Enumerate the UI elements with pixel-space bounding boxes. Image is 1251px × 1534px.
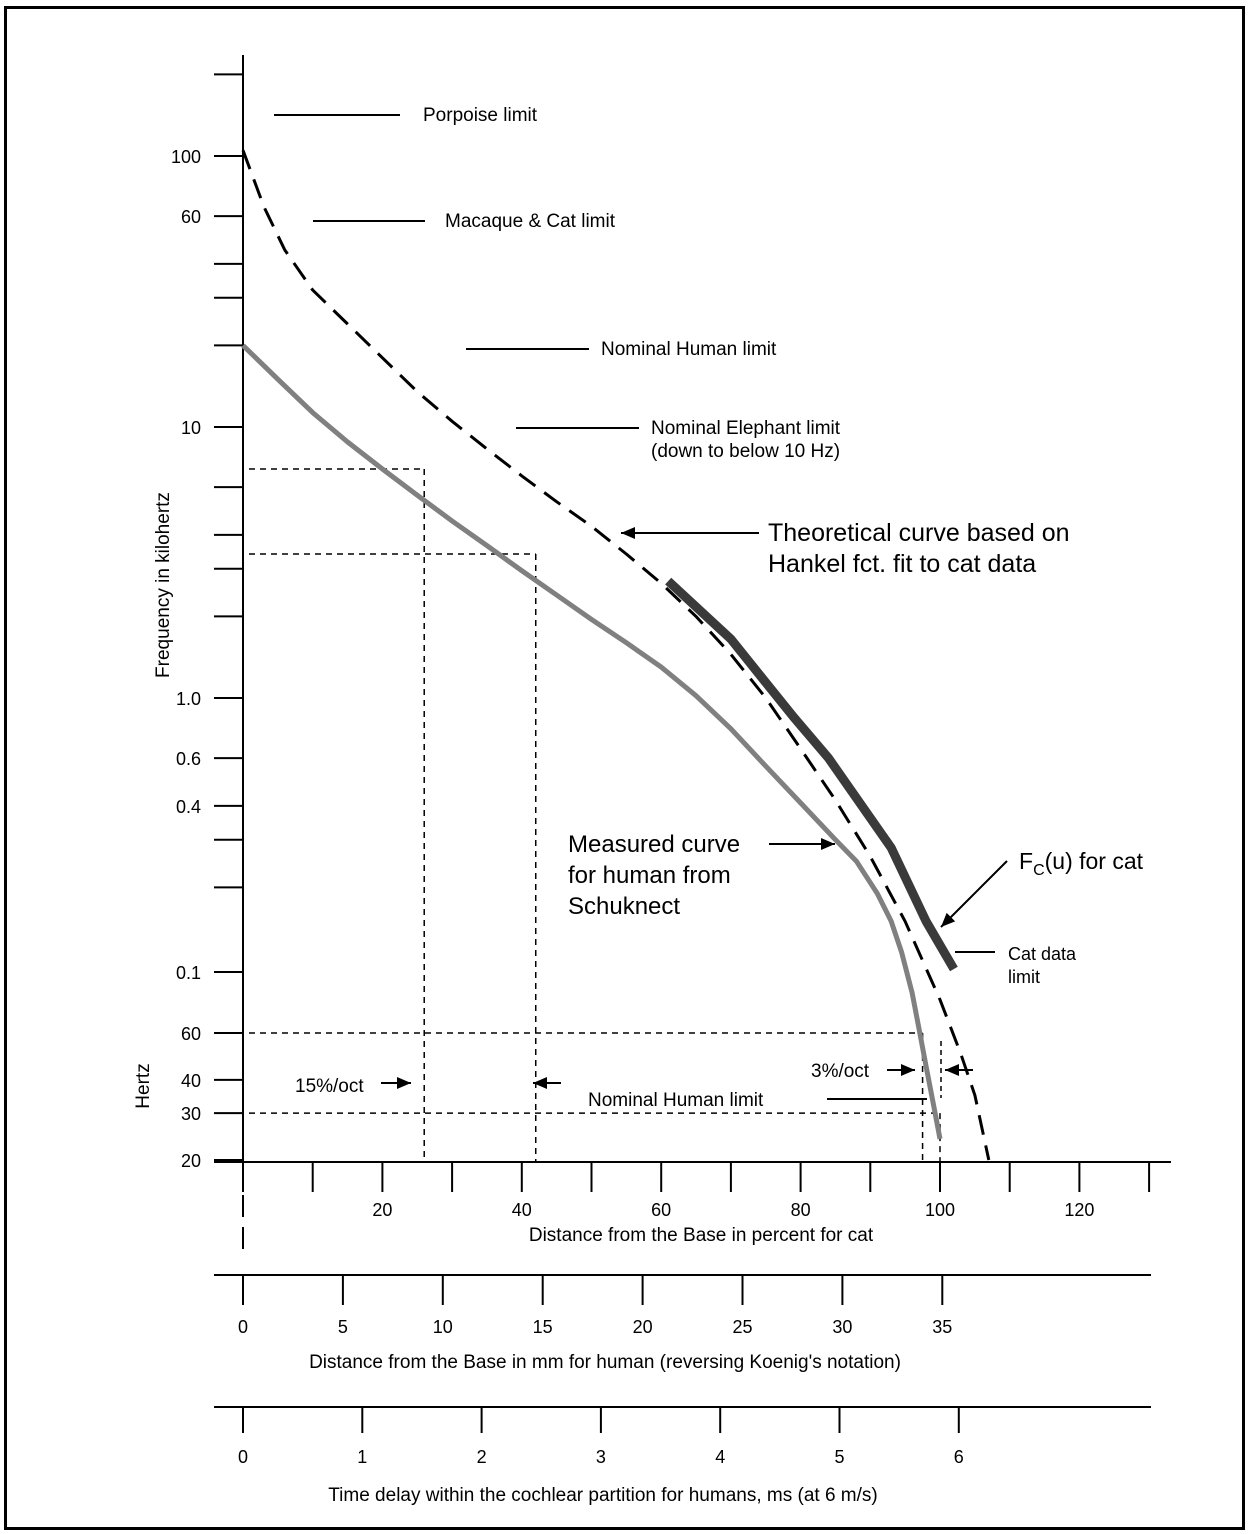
- annotation-hankel-line1: Theoretical curve based on: [768, 519, 1070, 547]
- pct15-arrow-right-head: [397, 1077, 411, 1089]
- x-tick-label-time: 1: [357, 1447, 367, 1467]
- pct15-arrow-left-head: [533, 1077, 547, 1089]
- x-tick-label-mm: 10: [433, 1317, 453, 1337]
- y-tick-label: 0.4: [176, 797, 201, 817]
- y-tick-label: 40: [181, 1071, 201, 1091]
- x-tick-label-time: 3: [596, 1447, 606, 1467]
- x-tick-label-mm: 25: [732, 1317, 752, 1337]
- annotation-15pct: 15%/oct: [295, 1076, 364, 1097]
- annotation-measured-line: Measured curve: [568, 831, 740, 858]
- x-tick-label-time: 6: [954, 1447, 964, 1467]
- y-tick-label: 10: [181, 418, 201, 438]
- fc-arrow-shaft: [940, 860, 1008, 928]
- x-tick-label-mm: 5: [338, 1317, 348, 1337]
- x-tick-label-cat: 100: [925, 1200, 955, 1220]
- x-tick-label-cat: 120: [1064, 1200, 1094, 1220]
- reference-note: (down to below 10 Hz): [651, 441, 840, 462]
- hankel-arrow-head: [621, 527, 635, 539]
- x-tick-label-mm: 35: [932, 1317, 952, 1337]
- annotation-cat-limit-line2: limit: [1008, 967, 1040, 987]
- series-measured-human: [241, 343, 943, 1140]
- reference-label: Macaque & Cat limit: [445, 211, 616, 232]
- x-tick-label-mm: 15: [533, 1317, 553, 1337]
- annotation-fc-label: FC(u) for cat: [1019, 848, 1144, 879]
- x-axis-label-time: Time delay within the cochlear partition…: [328, 1485, 877, 1506]
- x-tick-label-time: 5: [834, 1447, 844, 1467]
- measured-arrow-head: [821, 838, 835, 850]
- pct3-arrow-right-head: [901, 1064, 915, 1076]
- y-axis-label-hz: Hertz: [133, 1063, 154, 1108]
- annotation-measured-line: Schuknect: [568, 893, 680, 920]
- x-tick-label-mm: 0: [238, 1317, 248, 1337]
- annotation-hankel-line2: Hankel fct. fit to cat data: [768, 550, 1036, 578]
- y-tick-label: 20: [181, 1151, 201, 1171]
- x-axis-label-mm: Distance from the Base in mm for human (…: [309, 1352, 901, 1373]
- x-tick-label-time: 2: [477, 1447, 487, 1467]
- y-tick-label: 60: [181, 207, 201, 227]
- x-tick-label-time: 4: [715, 1447, 725, 1467]
- annotation-cat-limit-line1: Cat data: [1008, 944, 1077, 964]
- x-tick-label-time: 0: [238, 1447, 248, 1467]
- y-axis-label-khz: Frequency in kilohertz: [153, 492, 174, 678]
- series-fc-cat: [665, 577, 958, 972]
- x-tick-label-cat: 60: [651, 1200, 671, 1220]
- y-tick-label: 0.1: [176, 963, 201, 983]
- x-axis-label-cat: Distance from the Base in percent for ca…: [529, 1225, 874, 1246]
- y-tick-label: 1.0: [176, 689, 201, 709]
- x-tick-label-mm: 30: [832, 1317, 852, 1337]
- fc-arrow-head: [941, 912, 956, 927]
- x-tick-label-cat: 20: [372, 1200, 392, 1220]
- y-tick-label: 100: [171, 147, 201, 167]
- reference-label: Nominal Elephant limit: [651, 418, 841, 439]
- reference-label: Nominal Human limit: [601, 339, 777, 360]
- series-theoretical-hankel: [241, 149, 991, 1161]
- reference-label: Nominal Human limit: [588, 1090, 764, 1111]
- x-tick-label-cat: 40: [512, 1200, 532, 1220]
- annotation-measured-line: for human from: [568, 862, 731, 889]
- y-tick-label: 60: [181, 1024, 201, 1044]
- figure-frame: 100 60 10 1.0 0.6 0.4 0.1 60 40 30 20 Frequency in …: [4, 6, 1245, 1530]
- annotation-3pct: 3%/oct: [811, 1061, 870, 1082]
- x-tick-label-cat: 80: [791, 1200, 811, 1220]
- y-tick-label: 0.6: [176, 749, 201, 769]
- pct3-arrow-left-head: [945, 1064, 959, 1076]
- y-tick-label: 30: [181, 1104, 201, 1124]
- x-tick-label-mm: 20: [633, 1317, 653, 1337]
- reference-label: Porpoise limit: [423, 105, 538, 126]
